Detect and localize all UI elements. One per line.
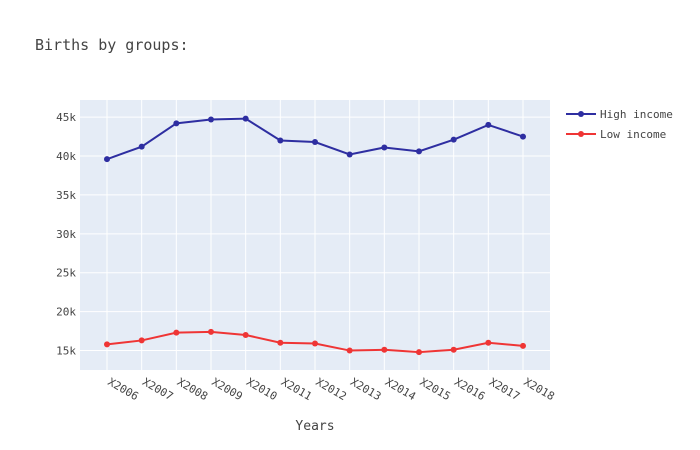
data-point[interactable]: [416, 148, 422, 155]
data-point[interactable]: [485, 121, 492, 128]
chart-title: Births by groups:: [35, 36, 189, 54]
data-point[interactable]: [173, 329, 180, 336]
data-point[interactable]: [277, 137, 284, 144]
x-tick-label: X2010: [244, 375, 279, 403]
data-point[interactable]: [277, 339, 284, 346]
x-tick-label: X2006: [106, 375, 141, 403]
data-point[interactable]: [173, 120, 180, 127]
y-tick-label: 40k: [56, 150, 76, 163]
data-point[interactable]: [242, 115, 249, 122]
data-point[interactable]: [138, 337, 145, 344]
legend-marker[interactable]: [578, 111, 584, 117]
data-point[interactable]: [208, 328, 214, 335]
data-point[interactable]: [312, 340, 318, 347]
y-tick-label: 15k: [56, 345, 76, 358]
x-tick-label: X2007: [140, 375, 175, 403]
data-point[interactable]: [381, 346, 388, 353]
data-point[interactable]: [346, 347, 353, 354]
x-tick-label: X2014: [383, 375, 419, 403]
data-point[interactable]: [416, 349, 422, 356]
y-axis: 15k 20k 25k 30k 35k 40k 45k: [56, 111, 76, 357]
series: [104, 115, 526, 356]
data-point[interactable]: [520, 133, 526, 140]
x-axis-title: Years: [295, 419, 334, 434]
x-tick-label: X2012: [314, 375, 349, 403]
x-tick-label: X2008: [175, 375, 210, 403]
x-tick-label: X2017: [487, 375, 522, 403]
data-point[interactable]: [346, 151, 353, 158]
data-point[interactable]: [450, 346, 457, 353]
x-tick-label: X2016: [452, 375, 487, 403]
x-tick-label: X2018: [522, 375, 557, 403]
y-tick-label: 35k: [56, 189, 76, 202]
y-tick-label: 25k: [56, 267, 76, 280]
data-point[interactable]: [485, 339, 492, 346]
legend-label[interactable]: High income: [600, 108, 673, 121]
data-point[interactable]: [104, 341, 110, 348]
data-point[interactable]: [104, 156, 110, 163]
data-point[interactable]: [208, 116, 214, 123]
y-tick-label: 45k: [56, 111, 76, 124]
data-point[interactable]: [450, 136, 457, 143]
legend[interactable]: High income Low income: [566, 108, 673, 141]
data-point[interactable]: [381, 144, 388, 151]
y-tick-label: 30k: [56, 228, 76, 241]
data-point[interactable]: [520, 342, 526, 349]
x-tick-label: X2009: [210, 375, 245, 403]
y-tick-label: 20k: [56, 306, 76, 319]
data-point[interactable]: [312, 139, 318, 146]
x-axis: X2006 X2007 X2008 X2009 X2010 X2011 X2012 X2013…: [106, 375, 557, 403]
x-tick-label: X2013: [348, 375, 383, 403]
data-point[interactable]: [242, 331, 249, 338]
data-point[interactable]: [138, 143, 145, 150]
x-tick-label: X2011: [279, 375, 314, 403]
legend-marker[interactable]: [578, 131, 584, 137]
legend-label[interactable]: Low income: [600, 128, 666, 141]
x-tick-label: X2015: [418, 375, 453, 403]
